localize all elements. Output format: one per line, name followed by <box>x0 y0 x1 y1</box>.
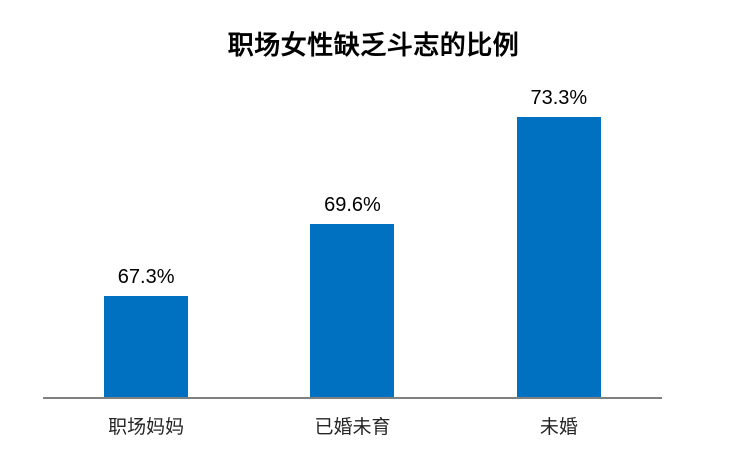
plot-area: 67.3% 69.6% 73.3% <box>43 88 662 398</box>
bar-married-no-kids <box>310 224 395 398</box>
bar-group-working-moms: 67.3% <box>43 88 249 398</box>
bar-group-unmarried: 73.3% <box>456 88 662 398</box>
category-label-married-no-kids: 已婚未育 <box>314 417 391 438</box>
bar-group-married-no-kids: 69.6% <box>249 88 455 398</box>
category-axis: 职场妈妈 已婚未育 未婚 <box>43 412 662 439</box>
category-label-unmarried: 未婚 <box>539 417 578 438</box>
value-label-unmarried: 73.3% <box>530 87 588 109</box>
bar-working-moms <box>104 296 189 398</box>
x-axis-line <box>43 397 662 399</box>
category-label-working-moms: 职场妈妈 <box>108 417 185 438</box>
chart-title: 职场女性缺乏斗志的比例 <box>227 30 520 60</box>
bar-unmarried <box>516 117 601 398</box>
value-label-working-moms: 67.3% <box>117 266 175 288</box>
value-label-married-no-kids: 69.6% <box>324 194 381 216</box>
